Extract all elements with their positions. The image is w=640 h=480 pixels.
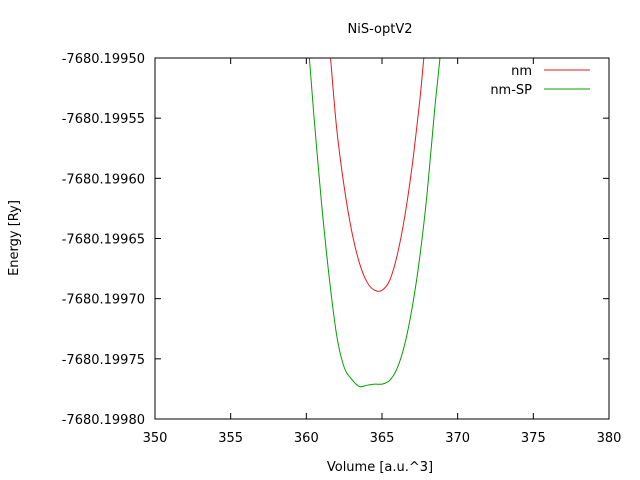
- series-line-nm: [330, 58, 437, 292]
- legend-label: nm-SP: [490, 83, 532, 98]
- x-tick-label: 365: [370, 431, 395, 446]
- y-tick-label: -7680.19950: [62, 52, 145, 67]
- y-tick-label: -7680.19975: [62, 353, 145, 368]
- x-tick-label: 370: [445, 431, 470, 446]
- y-tick-label: -7680.19955: [62, 112, 145, 127]
- x-tick-label: 355: [218, 431, 243, 446]
- y-tick-label: -7680.19960: [62, 172, 145, 187]
- x-axis-label: Volume [a.u.^3]: [327, 460, 433, 475]
- y-tick-label: -7680.19965: [62, 233, 145, 248]
- y-tick-labels: -7680.19950 -7680.19955 -7680.19960 -7680.1…: [62, 52, 145, 428]
- y-tick-label: -7680.19970: [62, 293, 145, 308]
- legend-label: nm: [511, 64, 532, 79]
- y-axis-label: Energy [Ry]: [7, 200, 22, 276]
- x-tick-label: 360: [294, 431, 319, 446]
- y-tick-label: -7680.19980: [62, 413, 145, 428]
- series-line-nm-SP: [308, 58, 457, 388]
- legend: nm nm-SP: [490, 64, 590, 98]
- x-tick-labels: 350 355 360 365 370 375 380: [143, 431, 622, 446]
- x-tick-label: 350: [143, 431, 168, 446]
- series-curves: [308, 58, 457, 388]
- plot-frame: [154, 57, 610, 420]
- chart-title: NiS-optV2: [348, 22, 413, 37]
- x-tick-label: 375: [521, 431, 546, 446]
- x-tick-label: 380: [597, 431, 622, 446]
